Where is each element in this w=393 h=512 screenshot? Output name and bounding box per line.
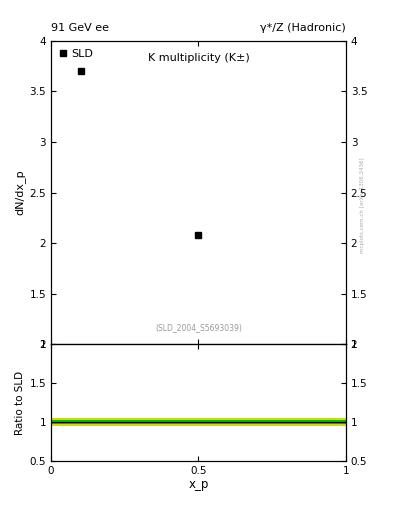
Text: (SLD_2004_S5693039): (SLD_2004_S5693039) (155, 323, 242, 332)
Legend: SLD: SLD (57, 47, 95, 61)
X-axis label: x_p: x_p (188, 478, 209, 492)
Text: K multiplicity (K±): K multiplicity (K±) (148, 53, 249, 63)
SLD (78, 68, 83, 74)
Y-axis label: Ratio to SLD: Ratio to SLD (15, 370, 26, 435)
Text: γ*/Z (Hadronic): γ*/Z (Hadronic) (260, 23, 346, 33)
Y-axis label: dN/dx_p: dN/dx_p (15, 170, 26, 216)
Text: mcplots.cern.ch [arXiv:1306.3436]: mcplots.cern.ch [arXiv:1306.3436] (360, 157, 365, 252)
Text: 91 GeV ee: 91 GeV ee (51, 23, 109, 33)
SLD (196, 232, 201, 238)
Line: SLD: SLD (78, 69, 201, 238)
